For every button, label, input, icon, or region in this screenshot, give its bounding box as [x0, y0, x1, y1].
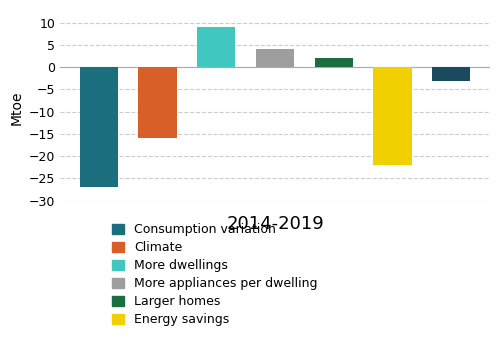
- Legend: Consumption variation, Climate, More dwellings, More appliances per dwelling, La: Consumption variation, Climate, More dwe…: [109, 221, 320, 329]
- Bar: [432, 67, 470, 81]
- Bar: [374, 67, 412, 165]
- Bar: [256, 49, 294, 67]
- X-axis label: 2014-2019: 2014-2019: [226, 215, 324, 233]
- Bar: [80, 67, 118, 187]
- Y-axis label: Mtoe: Mtoe: [9, 90, 23, 125]
- Bar: [314, 58, 353, 67]
- Bar: [197, 27, 235, 67]
- Bar: [138, 67, 176, 138]
